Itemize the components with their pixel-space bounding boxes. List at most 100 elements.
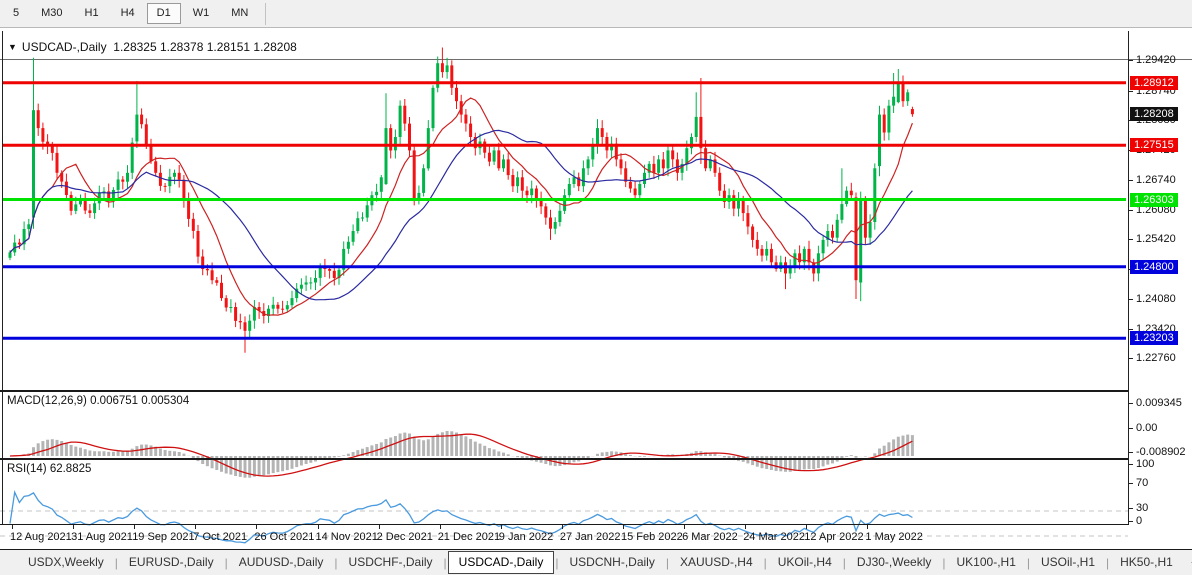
chart-tab-ukoil[interactable]: UKOil-,H4: [777, 555, 832, 570]
rsi-axis-label: 70: [1136, 477, 1149, 489]
price-tag-level: 1.23203: [1130, 331, 1178, 346]
axis-tick: [1128, 90, 1133, 92]
time-axis-label: 21 Dec 2021: [437, 531, 501, 543]
chart-window: [0, 28, 1192, 549]
chart-tab-usdcad[interactable]: USDCAD-,Daily: [447, 551, 555, 574]
price-axis-line: [1128, 31, 1129, 524]
rsi-axis-label: 0: [1136, 515, 1143, 527]
time-axis-label: 12 Apr 2022: [804, 531, 864, 543]
chart-title-symbol: USDCAD-,Daily: [21, 40, 107, 54]
chart-tab-usoil[interactable]: USOil-,H1: [1041, 555, 1096, 570]
rsi-label: RSI(14) 62.8825: [7, 463, 92, 475]
chart-left-border: [2, 31, 3, 524]
time-axis-label: 31 Aug 2021: [71, 531, 133, 543]
chart-tab-dj30[interactable]: DJ30-,Weekly: [856, 555, 932, 570]
time-axis-label: 9 Jan 2022: [498, 531, 554, 543]
rsi-axis-label: 100: [1136, 458, 1155, 471]
chart-tab-xauusd[interactable]: XAUUSD-,H4: [679, 555, 753, 570]
chart-title: ▼ USDCAD-,Daily 1.28325 1.28378 1.28151 1…: [8, 40, 297, 54]
rsi-axis-label: 30: [1136, 502, 1149, 514]
chart-top-border: [0, 59, 1192, 60]
tab-separator: |: [665, 555, 669, 570]
tab-separator: |: [763, 555, 767, 570]
time-tick: [73, 525, 75, 529]
time-tick: [623, 525, 624, 529]
axis-tick: [1128, 483, 1133, 484]
time-tick: [684, 525, 686, 529]
macd-pane[interactable]: [0, 420, 1129, 486]
time-tick: [439, 525, 441, 529]
time-axis-label: 1 May 2022: [865, 531, 923, 543]
time-tick: [12, 525, 13, 529]
price-tag-level: 1.24800: [1130, 259, 1178, 274]
axis-tick: [1128, 428, 1133, 429]
timeframe-button-w1[interactable]: W1: [192, 7, 210, 19]
axis-tick: [1128, 209, 1133, 211]
timeframe-button-h1[interactable]: H1: [84, 7, 99, 19]
time-axis-label: 26 Oct 2021: [254, 531, 315, 543]
axis-tick: [1128, 239, 1133, 240]
symbol-tab-bar: USDX,Weekly | EURUSD-,Daily | AUDUSD-,Daily |…: [0, 549, 1192, 575]
tab-separator: |: [443, 555, 447, 570]
axis-tick: [1128, 403, 1133, 404]
chart-tab-audusd[interactable]: AUDUSD-,Daily: [238, 555, 324, 570]
chart-tab-uk100[interactable]: UK100-,H1: [956, 555, 1016, 570]
macd-axis-label: 0.009345: [1136, 397, 1182, 409]
time-tick: [195, 525, 197, 529]
price-axis-label: 1.24080: [1136, 293, 1176, 305]
price-axis-label: 1.26740: [1136, 174, 1176, 186]
timeframe-button-5[interactable]: 5: [13, 7, 20, 19]
tabs-scroll-left-icon[interactable]: ◂: [1187, 557, 1192, 568]
tab-separator: |: [114, 555, 118, 570]
tab-separator: |: [1106, 555, 1110, 570]
pane-separator[interactable]: [0, 458, 1129, 460]
chart-title-ohlc: 1.28325 1.28378 1.28151 1.28208: [113, 40, 297, 54]
time-tick: [867, 525, 869, 529]
tab-separator: |: [224, 555, 228, 570]
tab-separator: |: [1026, 555, 1030, 570]
time-axis-label: 19 Sep 2021: [132, 531, 195, 543]
price-axis-label: 1.29420: [1136, 54, 1176, 67]
axis-tick: [1128, 180, 1133, 181]
timeframe-button-mn[interactable]: MN: [231, 7, 249, 19]
tab-separator: |: [334, 555, 338, 570]
axis-tick: [1128, 328, 1133, 330]
price-tag-current: 1.28208: [1130, 107, 1178, 122]
time-axis-label: 12 Aug 2021: [10, 531, 72, 543]
time-axis-label: 6 Mar 2022: [682, 531, 738, 543]
pane-separator[interactable]: [0, 390, 1129, 392]
axis-tick: [1128, 299, 1133, 300]
macd-axis-label: -0.008902: [1136, 445, 1186, 458]
timeframe-button-d1[interactable]: D1: [146, 3, 181, 24]
price-axis-label: 1.26080: [1136, 203, 1176, 216]
chart-tab-usdcnh[interactable]: USDCNH-,Daily: [569, 555, 655, 570]
axis-tick: [1128, 464, 1133, 466]
price-axis-label: 1.25420: [1136, 233, 1176, 245]
chart-tab-usdchf[interactable]: USDCHF-,Daily: [348, 555, 433, 570]
axis-tick: [1128, 451, 1133, 453]
time-tick: [378, 525, 380, 529]
timeframe-button-m30[interactable]: M30: [41, 7, 63, 19]
timeframe-toolbar: 5 M30 H1 H4 D1 W1 MN: [0, 0, 1192, 28]
chart-tab-hk50[interactable]: HK50-,H1: [1120, 555, 1173, 570]
toolbar-separator: [265, 2, 267, 25]
time-tick: [317, 525, 319, 529]
axis-tick: [1128, 60, 1133, 62]
tab-separator: |: [555, 555, 559, 570]
chevron-down-icon[interactable]: ▼: [8, 42, 17, 52]
axis-tick: [1128, 521, 1133, 522]
time-axis-label: 14 Nov 2021: [315, 531, 378, 543]
price-tag-level: 1.27515: [1130, 138, 1178, 153]
price-tag-level: 1.28912: [1130, 75, 1178, 90]
price-chart-pane[interactable]: [0, 32, 1129, 390]
axis-tick: [1128, 508, 1133, 509]
timeframe-button-h4[interactable]: H4: [120, 7, 135, 19]
chart-tab-usdx[interactable]: USDX,Weekly: [28, 555, 104, 570]
chart-tab-eurusd[interactable]: EURUSD-,Daily: [128, 555, 214, 570]
time-tick: [256, 525, 258, 529]
tab-separator: |: [942, 555, 946, 570]
macd-axis-label: 0.00: [1136, 422, 1158, 434]
tab-separator: |: [842, 555, 846, 570]
time-tick: [806, 525, 808, 529]
